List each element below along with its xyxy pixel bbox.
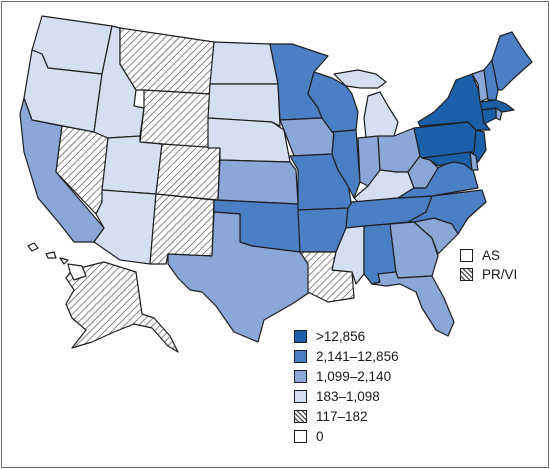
legend-item: 117–182 (294, 408, 368, 424)
state-HI (67, 263, 87, 281)
state-NH (483, 59, 499, 101)
legend-item: 2,141–12,856 (294, 348, 399, 364)
state-NC (407, 189, 487, 235)
territory-as: AS (460, 247, 500, 263)
territory-pr-vi-swatch (460, 267, 473, 281)
legend-label: 183–1,098 (316, 388, 380, 404)
state-AK (65, 261, 179, 353)
state-HI (45, 251, 57, 259)
legend-item: 1,099–2,140 (294, 368, 391, 384)
state-VT (471, 69, 489, 103)
legend-label: 2,141–12,856 (316, 348, 399, 364)
legend-item: >12,856 (294, 328, 365, 344)
state-CT (481, 107, 497, 125)
state-HI (27, 242, 39, 252)
state-DE (469, 151, 479, 171)
legend-label: 0 (316, 428, 324, 444)
state-MT (119, 27, 215, 95)
state-MI (363, 91, 399, 139)
state-HI-group (27, 242, 87, 281)
state-NM (149, 193, 215, 265)
state-UT (101, 135, 163, 195)
state-WY (139, 89, 211, 149)
state-KS (217, 159, 299, 205)
legend-item: 183–1,098 (294, 388, 380, 404)
legend-swatch (294, 389, 307, 403)
territory-as-label: AS (482, 247, 501, 263)
legend-swatch (294, 349, 307, 363)
legend-label: >12,856 (316, 328, 366, 344)
state-NJ (471, 129, 487, 163)
state-ND (209, 41, 279, 85)
state-AZ (93, 189, 157, 265)
legend-label: 1,099–2,140 (316, 368, 392, 384)
state-TX (167, 211, 311, 343)
legend-swatch (294, 429, 307, 443)
state-ME (491, 31, 533, 91)
legend-swatch (294, 369, 307, 383)
state-MI-up (333, 69, 387, 89)
legend-swatch (294, 329, 307, 343)
territory-pr-vi: PR/VI (460, 266, 517, 282)
state-IL (331, 129, 361, 199)
state-CA (19, 97, 105, 243)
state-HI (59, 257, 69, 265)
legend-swatch (294, 409, 307, 423)
territory-pr-vi-label: PR/VI (482, 266, 518, 282)
legend-item: 0 (294, 428, 324, 444)
state-CO (155, 143, 221, 201)
state-FL (371, 271, 455, 337)
legend-label: 117–182 (316, 408, 368, 424)
territory-as-swatch (460, 248, 473, 262)
